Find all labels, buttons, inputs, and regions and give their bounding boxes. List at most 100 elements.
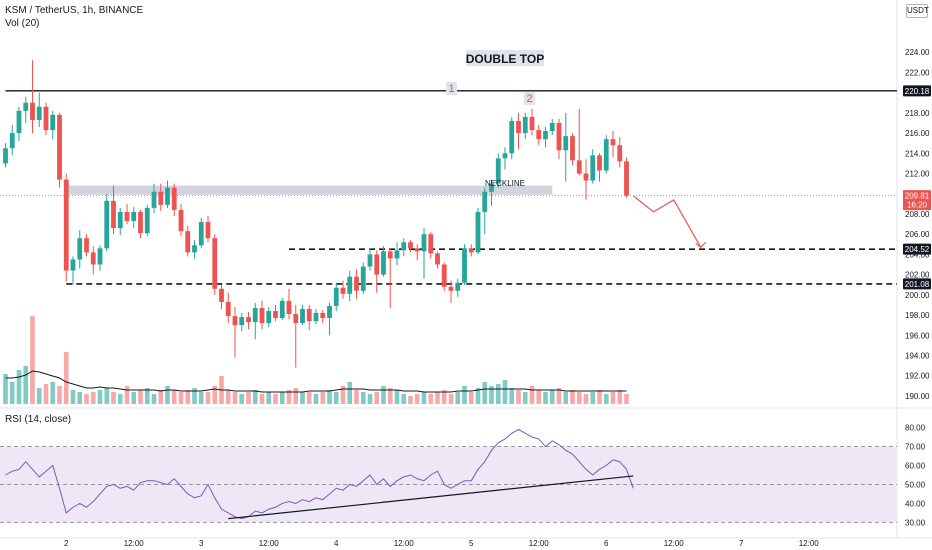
peak-1-label: 1 (448, 83, 454, 95)
volume-bar (327, 390, 332, 404)
price-tag-countdown: 16:20 (907, 201, 928, 210)
volume-bar (570, 390, 575, 404)
candle-body (516, 120, 521, 134)
candle-body (43, 106, 49, 131)
rsi-tick-label: 40.00 (905, 499, 926, 508)
candle-body (36, 106, 42, 120)
volume-bar (529, 386, 535, 404)
candle-body (50, 114, 56, 131)
price-tag-bg (903, 85, 931, 97)
volume-bar (556, 388, 562, 404)
candle-body (482, 191, 488, 212)
time-tick-label: 12:00 (529, 539, 550, 548)
candle-body (570, 136, 575, 161)
candle-body (576, 160, 582, 174)
pattern-title: DOUBLE TOP (466, 52, 544, 66)
candle-body (610, 139, 616, 146)
candle-body (23, 102, 29, 111)
candle-body (185, 231, 191, 253)
volume-bar (84, 394, 89, 404)
volume-bar (367, 394, 373, 404)
candle-body (178, 209, 184, 232)
candle-body (63, 179, 69, 271)
price-tick-label: 196.00 (905, 331, 930, 340)
volume-bar (502, 380, 508, 404)
price-tick-label: 218.00 (905, 109, 930, 118)
candle-body (279, 300, 285, 319)
candle-body (590, 155, 596, 181)
volume-bar (239, 394, 245, 404)
candle-body (597, 155, 602, 171)
candle-body (57, 114, 62, 180)
volume-bar (104, 388, 110, 404)
price-tag-label: 201.08 (905, 280, 930, 289)
volume-bar (3, 374, 8, 404)
candle-body (30, 102, 35, 120)
candle-body (441, 264, 447, 287)
price-tag-label: 209.81 (905, 192, 930, 201)
volume-bar (468, 392, 474, 404)
candle-body (468, 248, 474, 253)
price-tick-label: 224.00 (905, 48, 930, 57)
volume-bar (522, 392, 528, 404)
price-tag-bg (903, 278, 931, 290)
volume-bar (90, 392, 96, 404)
candle-body (475, 211, 481, 253)
volume-bar (138, 390, 143, 404)
candle-body (171, 187, 177, 210)
rsi-tick-label: 60.00 (905, 462, 926, 471)
projection-path (632, 195, 702, 248)
volume-bar (23, 366, 29, 404)
volume-bar (131, 392, 137, 404)
time-tick-label: 5 (469, 539, 474, 548)
volume-bar (462, 386, 467, 404)
volume-bar (543, 392, 548, 404)
candle-body (401, 242, 407, 251)
volume-bar (300, 392, 305, 404)
volume-bar (360, 392, 366, 404)
candle-body (219, 288, 224, 302)
volume-bar (30, 316, 35, 404)
candle-body (266, 311, 272, 324)
candle-body (495, 158, 501, 184)
candle-body (624, 161, 629, 196)
candle-body (300, 308, 305, 324)
candle-body (286, 300, 292, 315)
rsi-indicator-label: RSI (14, close) (5, 414, 72, 425)
candle-body (509, 120, 515, 154)
candle-body (347, 276, 353, 294)
candle-body (536, 130, 542, 140)
candle-body (252, 307, 258, 323)
candle-body (293, 314, 299, 324)
candle-body (313, 313, 319, 322)
volume-bar (536, 390, 542, 404)
volume-bar (225, 390, 231, 404)
candle-body (70, 259, 76, 271)
volume-bar (9, 382, 15, 404)
volume-bar (401, 394, 407, 404)
volume-bar (408, 396, 413, 404)
volume-bar (428, 394, 434, 404)
volume-bar (394, 390, 400, 404)
currency-badge[interactable]: USDT (906, 4, 929, 18)
peak-1-box (446, 82, 457, 95)
candle-body (549, 122, 555, 132)
price-tick-label: 194.00 (905, 351, 930, 360)
rsi-tick-label: 70.00 (905, 443, 926, 452)
volume-bar (50, 382, 56, 404)
rsi-tick-label: 30.00 (905, 518, 926, 527)
volume-bar (603, 394, 609, 404)
volume-bar (165, 386, 170, 404)
price-tick-label: 222.00 (905, 68, 930, 77)
candle-body (462, 248, 467, 283)
candle-body (529, 116, 535, 131)
symbol-header: KSM / TetherUS, 1h, BINANCE (5, 5, 144, 16)
time-tick-label: 4 (334, 539, 339, 548)
candle-body (165, 187, 170, 205)
candle-body (104, 200, 110, 249)
candle-body (502, 153, 508, 159)
volume-bar (273, 394, 278, 404)
price-tick-label: 204.00 (905, 250, 930, 259)
rsi-tick-label: 50.00 (905, 480, 926, 489)
